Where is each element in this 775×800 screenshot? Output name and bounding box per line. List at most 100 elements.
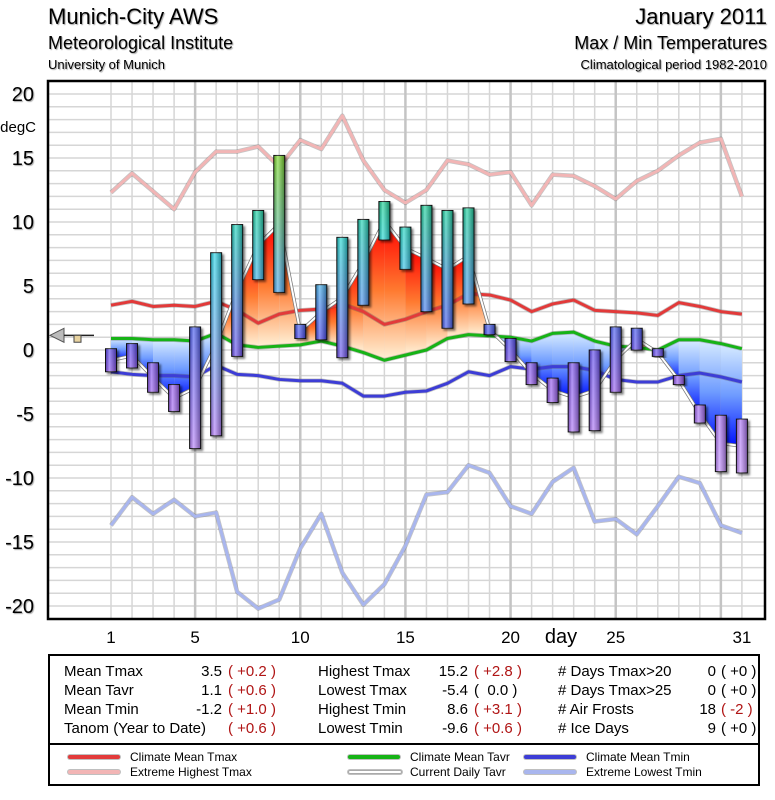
y-tick-label: 15 [12,148,34,170]
daily-range-bar-shade [273,155,285,293]
daily-range-bar-shade [694,405,706,423]
stat-value: 1.1 [201,682,222,699]
daily-range-bar-shade [610,326,622,393]
daily-range-bar-shade [736,419,748,473]
x-tick-label: 31 [732,628,751,647]
stat-anomaly: ( +3.1 ) [474,701,522,718]
y-tick-label: 5 [23,276,34,298]
stat-value: -1.2 [196,701,222,718]
legend-label: Current Daily Tavr [410,765,506,779]
stat-value: 0 [707,663,716,680]
y-tick-label: -10 [5,468,34,490]
stat-label: Lowest Tmax [318,682,407,699]
climate-mean-tavr-legend-swatch [348,755,400,759]
daily-range-bar-shade [378,201,390,240]
stat-value: 18 [699,701,716,718]
plot-frame [46,79,767,621]
daily-range-bar-shade [526,362,538,385]
extreme-highest-tmax-legend-swatch [68,770,120,774]
y-tick-label: 10 [12,212,34,234]
stat-anomaly: ( +0.6 ) [474,720,522,737]
stat-label: # Days Tmax>25 [558,682,672,699]
stat-anomaly: ( -2 ) [721,701,753,718]
y-tick-label: -5 [16,404,34,426]
stat-value: 0 [707,682,716,699]
y-tick-label: -15 [5,532,34,554]
stat-label: Mean Tmin [64,701,139,718]
daily-range-bar-shade [652,348,664,357]
year-to-date-arrow-icon [48,327,65,344]
legend-label: Climate Mean Tavr [410,750,510,764]
x-tick-label: 15 [396,628,415,647]
stat-value: -5.4 [442,682,468,699]
daily-range-bar-shade [315,284,327,340]
daily-range-bar-shade [147,362,159,393]
stat-label: Lowest Tmin [318,720,403,737]
extreme-highest-tmax-line [109,114,744,211]
x-tick-label: 1 [106,628,115,647]
daily-range-bar-shade [568,362,580,432]
stat-anomaly: ( 0.0 ) [474,682,518,699]
climatological-period: Climatological period 1982-2010 [580,57,767,72]
stat-value: 15.2 [438,663,468,680]
stat-anomaly: ( +1.0 ) [228,701,276,718]
daily-range-bar-shade [210,252,222,436]
y-tick-label: 0 [23,340,34,362]
y-axis-label: degC [0,119,36,136]
month-title: January 2011 [635,4,767,29]
climate-mean-tmin-legend-swatch [524,755,576,759]
daily-range-bar-shade [589,350,601,431]
stat-label: Highest Tmin [318,701,407,718]
stat-label: Mean Tmax [64,663,143,680]
year-to-date-anomaly-bar [73,334,82,343]
stat-value: 3.5 [201,663,222,680]
daily-range-bar-shade [673,375,685,385]
y-tick-label: -20 [5,596,34,618]
current-daily-tavr-legend-swatch [348,770,402,774]
daily-range-bar-shade [189,326,201,449]
stat-anomaly: ( +0.6 ) [228,682,276,699]
extreme-lowest-tmin-line [109,463,743,611]
x-axis-label: day [545,626,577,648]
daily-range-bar-shade [126,343,138,368]
daily-range-bar-shade [336,237,348,358]
climate-mean-tmax-legend-swatch [68,755,120,759]
stat-anomaly: ( +0 ) [721,720,757,737]
university-title: University of Munich [48,57,166,72]
stat-anomaly: ( +0.6 ) [228,720,276,737]
institute-title: Meteorological Institute [48,33,234,53]
daily-range-bar-shade [505,338,517,362]
stat-anomaly: ( +0.2 ) [228,663,276,680]
stat-label: # Air Frosts [558,701,634,718]
legend: Climate Mean Tmax Extreme Highest Tmax Cli… [48,743,760,786]
cold-anomaly-fill [153,339,175,398]
x-tick-label: 25 [606,628,625,647]
stat-value: -9.6 [442,720,468,737]
legend-label: Extreme Lowest Tmin [586,765,702,779]
statistics-panel: Mean Tmax 3.5 ( +0.2 ) Mean Tavr 1.1 ( +0.6 )… [48,654,760,745]
daily-bars [105,154,748,474]
x-tick-label: 10 [291,628,310,647]
stat-label: Mean Tavr [64,682,134,699]
chart-subtitle: Max / Min Temperatures [574,33,767,53]
daily-range-bar-shade [484,324,496,335]
stat-label: Highest Tmax [318,663,411,680]
daily-range-bar-shade [547,378,559,403]
stat-value: 8.6 [447,701,468,718]
x-tick-label: 5 [190,628,199,647]
year-to-date-marker [48,327,94,344]
extreme-lowest-tmin-legend-swatch [524,770,576,774]
stat-anomaly: ( +0 ) [721,682,757,699]
legend-label: Extreme Highest Tmax [130,765,252,779]
legend-label: Climate Mean Tmin [586,750,690,764]
daily-range-bar-shade [399,227,411,270]
cold-anomaly-fill [678,339,700,414]
stat-value: 9 [707,720,716,737]
x-tick-label: 20 [501,628,520,647]
daily-range-bar-shade [631,328,643,350]
stat-label: # Ice Days [558,720,629,737]
stat-anomaly: ( +0 ) [721,663,757,680]
stat-anomaly: ( +2.8 ) [474,663,522,680]
